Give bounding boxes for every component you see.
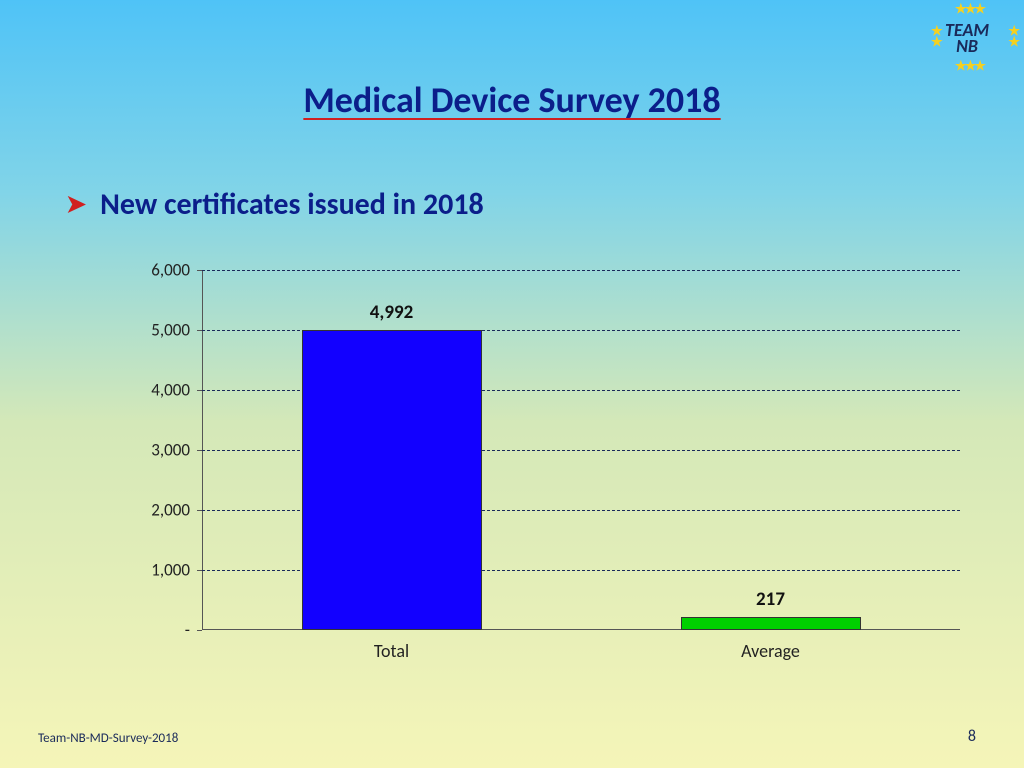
bar-average — [681, 617, 861, 630]
bar-chart: -1,0002,0003,0004,0005,0006,000 4,992Tot… — [120, 270, 960, 670]
bullet-icon: ➤ — [66, 190, 86, 219]
x-tick-label: Total — [374, 640, 409, 662]
y-tick-label: 3,000 — [120, 440, 190, 461]
y-tick-label: 6,000 — [120, 260, 190, 281]
y-tick-label: 4,000 — [120, 380, 190, 401]
subtitle-row: ➤ New certificates issued in 2018 — [66, 186, 484, 223]
y-tick-label: - — [120, 620, 190, 641]
gridline — [202, 270, 960, 271]
x-tick-label: Average — [741, 640, 800, 662]
y-tick-label: 5,000 — [120, 320, 190, 341]
y-tick-label: 1,000 — [120, 560, 190, 581]
page-title: Medical Device Survey 2018 — [0, 78, 1024, 122]
y-tick-label: 2,000 — [120, 500, 190, 521]
bar-value-label: 217 — [756, 588, 785, 611]
subtitle-text: New certificates issued in 2018 — [100, 186, 484, 223]
bar-total — [302, 330, 482, 630]
bar-value-label: 4,992 — [370, 301, 413, 324]
team-nb-logo: ★★★ ★★ ★★ ★★★ TEAMNB — [937, 8, 1012, 68]
footer-source: Team-NB-MD-Survey-2018 — [38, 731, 178, 746]
page-number: 8 — [968, 727, 976, 746]
